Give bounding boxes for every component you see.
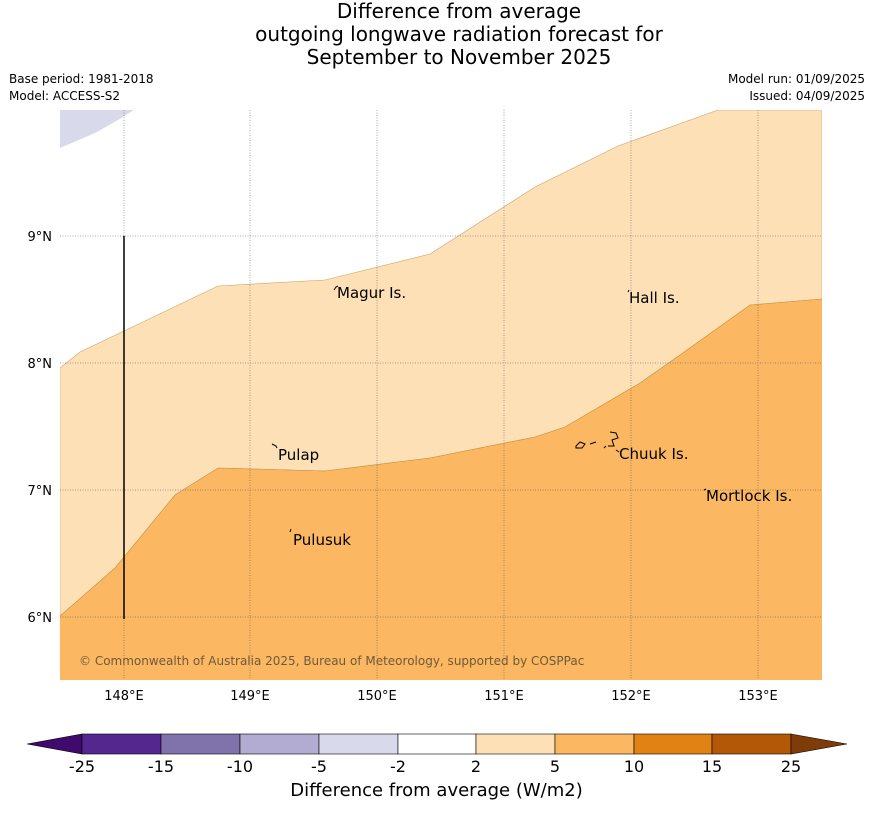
issued-date: Issued: 04/09/2025 — [749, 89, 865, 103]
cb-arrow-high — [790, 733, 848, 755]
place-mortlock: Mortlock Is. — [706, 487, 792, 505]
place-hall: Hall Is. — [629, 289, 680, 307]
lon-label-150e: 150°E — [357, 689, 397, 704]
island-outlines — [271, 285, 707, 533]
map-area: Magur Is. Hall Is. Pulap Chuuk Is. Mortl… — [60, 110, 822, 680]
cb-seg-2 — [160, 733, 241, 755]
lat-label-8n: 8°N — [28, 357, 53, 372]
cb-tick-6: 2 — [471, 757, 481, 776]
cb-tick-10: 25 — [781, 757, 801, 776]
cb-tick-4: -5 — [311, 757, 327, 776]
place-pulusuk: Pulusuk — [293, 531, 351, 549]
cb-seg-5 — [397, 733, 477, 755]
cb-tick-8: 10 — [624, 757, 644, 776]
title-line-2: outgoing longwave radiation forecast for — [255, 22, 663, 46]
cb-tick-7: 5 — [550, 757, 560, 776]
place-chuuk: Chuuk Is. — [619, 445, 688, 463]
band-white-edge — [60, 110, 719, 369]
cb-seg-7 — [554, 733, 635, 755]
cb-seg-9 — [711, 733, 792, 755]
colorbar-label: Difference from average (W/m2) — [290, 780, 583, 801]
band-white — [60, 110, 822, 368]
map-title: Difference from average outgoing longwav… — [0, 0, 873, 69]
lat-label-7n: 7°N — [28, 484, 53, 499]
latitude-labels: 9°N 8°N 7°N 6°N — [28, 230, 53, 626]
cb-tick-2: -15 — [148, 757, 174, 776]
lat-label-6n: 6°N — [28, 611, 53, 626]
cb-seg-3 — [239, 733, 320, 755]
gridlines — [60, 110, 822, 680]
lon-label-152e: 152°E — [611, 689, 651, 704]
colorbar: -25 -15 -10 -5 -2 2 5 10 15 25 — [26, 733, 848, 776]
cb-tick-9: 15 — [702, 757, 722, 776]
place-labels: Magur Is. Hall Is. Pulap Chuuk Is. Mortl… — [278, 284, 792, 549]
cb-seg-8 — [633, 733, 713, 755]
meta-left: Base period: 1981-2018 Model: ACCESS-S2 — [9, 71, 154, 105]
band-minus5-minus2 — [60, 110, 134, 148]
lat-label-9n: 9°N — [28, 230, 53, 245]
lon-label-148e: 148°E — [104, 689, 144, 704]
meta-right: Model run: 01/09/2025 Issued: 04/09/2025 — [728, 71, 865, 105]
band-lower-edge — [60, 298, 822, 617]
lon-label-149e: 149°E — [230, 689, 270, 704]
longitude-labels: 148°E 149°E 150°E 151°E 152°E 153°E — [104, 689, 778, 704]
copyright-notice: © Commonwealth of Australia 2025, Bureau… — [79, 654, 584, 668]
cb-tick-5: -2 — [390, 757, 406, 776]
model-run: Model run: 01/09/2025 — [727, 72, 865, 86]
place-pulap: Pulap — [278, 446, 319, 464]
cb-tick-1: -25 — [69, 757, 95, 776]
cb-seg-6 — [475, 733, 556, 755]
cb-tick-3: -10 — [227, 757, 253, 776]
title-line-1: Difference from average — [336, 0, 582, 23]
model-name: Model: ACCESS-S2 — [9, 89, 121, 103]
lon-label-151e: 151°E — [484, 689, 524, 704]
place-magur: Magur Is. — [337, 284, 406, 302]
cb-seg-4 — [318, 733, 399, 755]
title-line-3: September to November 2025 — [306, 45, 612, 69]
cb-arrow-low — [26, 733, 83, 755]
lon-label-153e: 153°E — [738, 689, 778, 704]
base-period: Base period: 1981-2018 — [9, 72, 154, 86]
cb-seg-1 — [81, 733, 162, 755]
